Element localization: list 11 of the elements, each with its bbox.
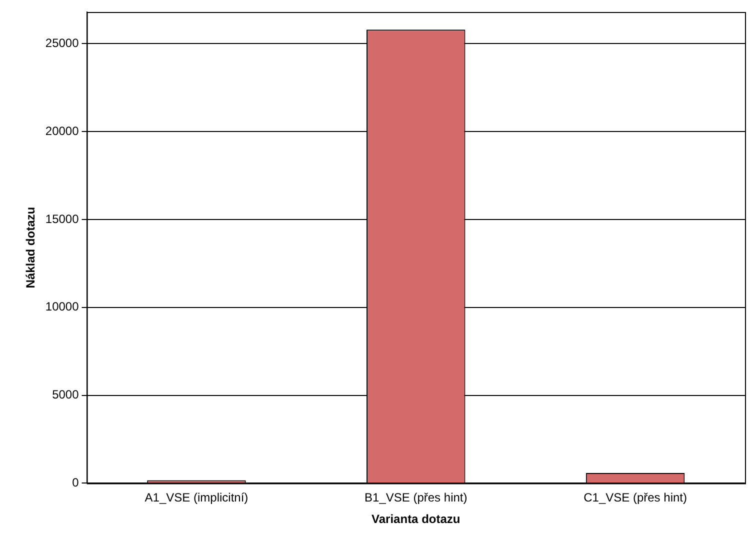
y-tick-label: 0 — [72, 476, 80, 490]
y-tick-label: 5000 — [52, 388, 80, 402]
y-tick-label: 15000 — [45, 212, 80, 226]
x-tick-label: A1_VSE (implicitní) — [144, 490, 248, 505]
y-axis-title: Náklad dotazu — [24, 206, 38, 288]
x-axis-title: Varianta dotazu — [372, 512, 460, 526]
x-tick-label: C1_VSE (přes hint) — [584, 490, 687, 505]
y-tick-label: 25000 — [45, 36, 80, 50]
y-tick-label: 10000 — [45, 300, 80, 314]
y-tick-label: 20000 — [45, 124, 80, 138]
x-tick-label: B1_VSE (přes hint) — [364, 490, 468, 505]
